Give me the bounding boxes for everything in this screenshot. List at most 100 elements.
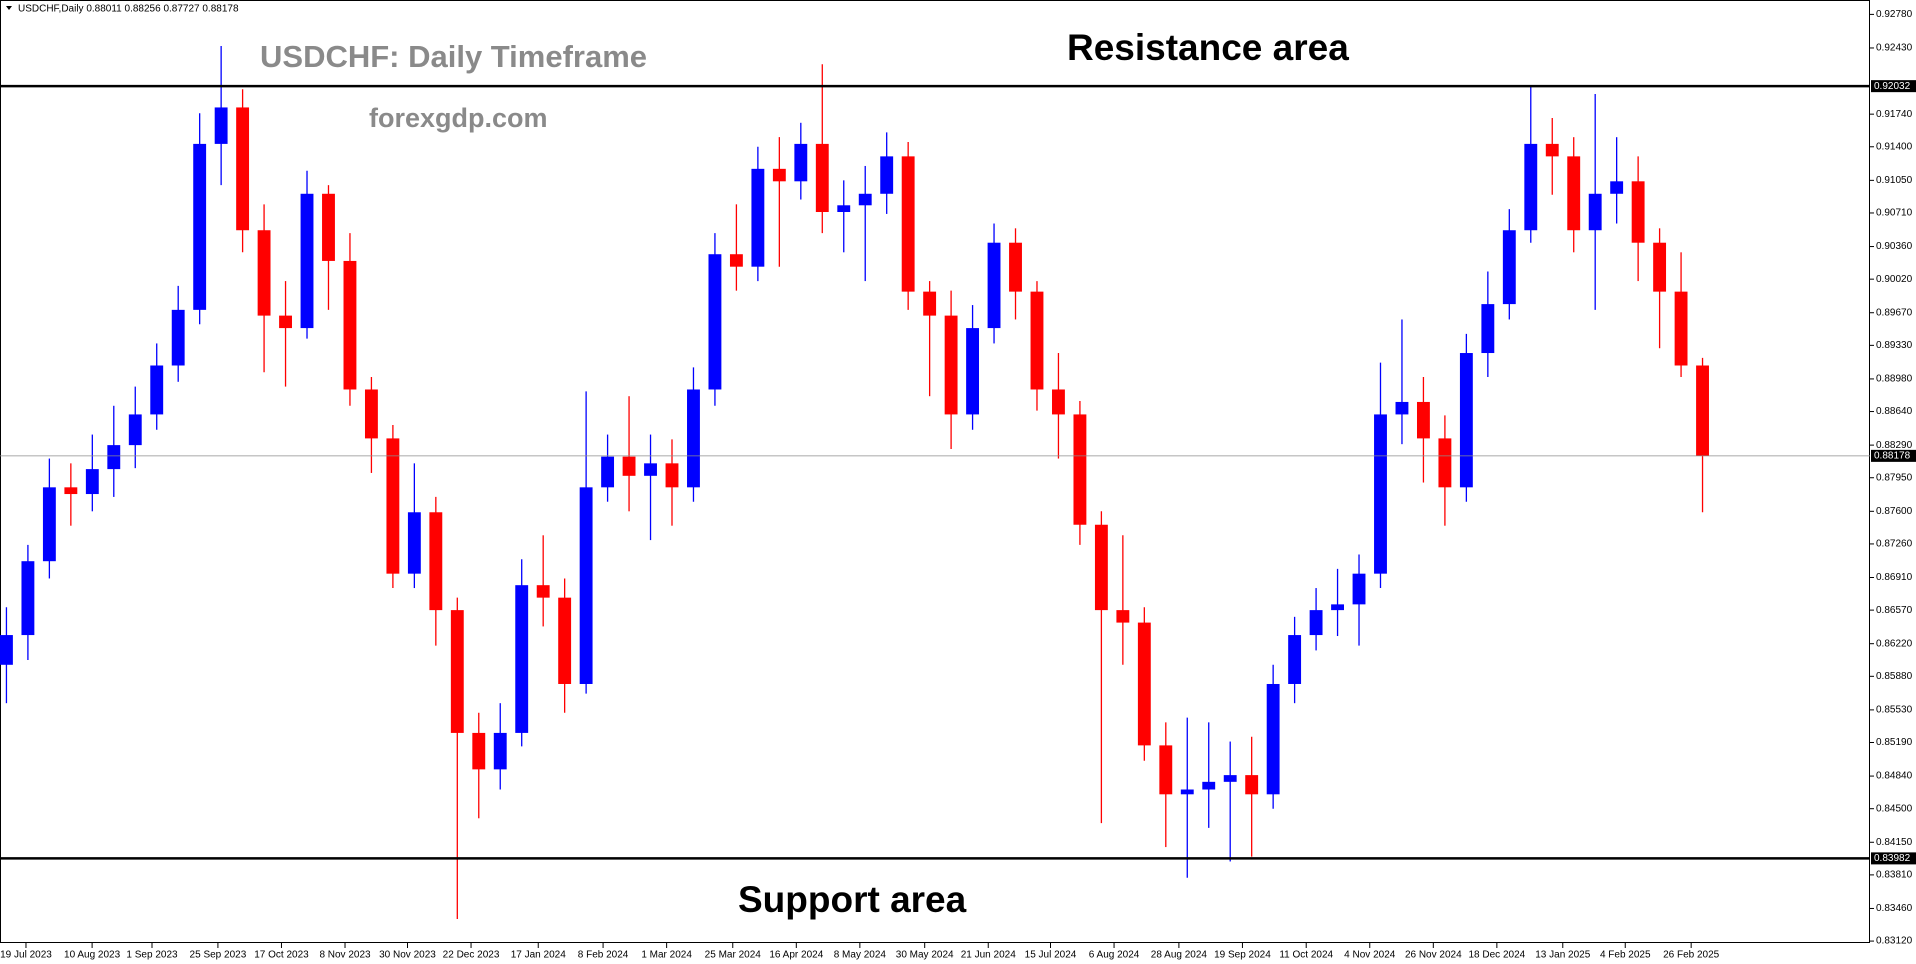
candle-body [257,230,271,316]
x-tick-label: 22 Dec 2023 [443,950,500,961]
x-tick-label: 30 Nov 2023 [379,950,436,961]
candle-body [729,254,743,267]
price-tag-label: 0.83982 [1874,853,1911,864]
candle-body [150,365,164,415]
y-tick-label: 0.86220 [1876,638,1913,649]
price-tag-label: 0.88178 [1874,451,1911,462]
candle-body [1202,781,1216,790]
y-tick-label: 0.90360 [1876,241,1913,252]
x-tick-label: 19 Sep 2024 [1214,950,1271,961]
y-tick-label: 0.89330 [1876,340,1913,351]
y-tick-label: 0.91740 [1876,109,1913,120]
candle-body [21,561,35,636]
candle-body [944,315,958,415]
x-tick-label: 10 Aug 2023 [64,950,121,961]
annotation: Support area [738,879,967,920]
candle-body [193,143,207,310]
candle-body [751,168,765,267]
x-tick-label: 1 Mar 2024 [641,950,692,961]
candle-body [901,156,915,292]
candle-body [472,732,486,770]
y-tick-label: 0.89670 [1876,307,1913,318]
x-tick-label: 30 May 2024 [896,950,954,961]
y-tick-label: 0.92780 [1876,9,1913,20]
candle-body [450,610,464,733]
candle-body [1502,230,1516,305]
candle-body [665,463,679,488]
y-tick-label: 0.83120 [1876,936,1913,947]
candle-body [322,193,335,261]
candle-body [1395,401,1409,415]
x-tick-label: 4 Feb 2025 [1600,950,1651,961]
price-tag [1871,80,1916,93]
x-tick-label: 16 Apr 2024 [769,950,823,961]
candle-body [407,512,421,574]
symbol-info: USDCHF,Daily 0.88011 0.88256 0.87727 0.8… [18,4,239,15]
candle-body [815,143,829,213]
candle-body [171,309,185,366]
x-tick-label: 19 Jul 2023 [0,950,52,961]
y-tick-label: 0.84500 [1876,803,1913,814]
x-tick-label: 13 Jan 2025 [1535,950,1590,961]
x-tick-label: 28 Aug 2024 [1151,950,1208,961]
y-tick-label: 0.85880 [1876,671,1913,682]
candle-body [1545,143,1559,157]
y-tick-label: 0.83810 [1876,870,1913,881]
x-tick-label: 6 Aug 2024 [1089,950,1140,961]
y-tick-label: 0.84840 [1876,771,1913,782]
candle-body [1653,242,1667,292]
x-tick-label: 15 Jul 2024 [1025,950,1077,961]
candle-body [622,456,636,476]
y-tick-label: 0.90710 [1876,208,1913,219]
price-tag [1871,449,1916,462]
candle-body [42,487,56,562]
y-tick-label: 0.88640 [1876,406,1913,417]
candle-body [923,291,937,316]
candle-body [1073,414,1087,525]
candle-body [987,242,1001,329]
candle-body [1438,438,1452,488]
candle-body [236,107,250,231]
candle-body [1245,775,1259,795]
y-tick-label: 0.87260 [1876,539,1913,550]
candle-body [558,597,572,684]
x-tick-label: 25 Sep 2023 [190,950,247,961]
candle-body [364,389,378,439]
menu-arrow [6,6,12,10]
x-tick-label: 1 Sep 2023 [126,950,178,961]
plot-frame [0,0,1870,943]
candle-body [493,732,507,770]
candle-body [1524,143,1538,231]
x-tick-label: 21 Jun 2024 [961,950,1016,961]
chart-subtitle: forexgdp.com [369,103,548,133]
candle-body [1567,156,1581,231]
candle-body [858,193,872,206]
candle-body [1052,389,1065,415]
candle-body [601,456,615,488]
candle-body [1674,291,1688,366]
candle-body [1459,353,1473,488]
y-tick-label: 0.84150 [1876,837,1913,848]
candle-body [1610,181,1624,194]
candle-body [1481,304,1495,354]
candle-body [794,143,808,182]
candle-body [708,254,722,390]
y-tick-label: 0.86570 [1876,605,1913,616]
candle-body [1266,683,1280,795]
y-tick-label: 0.88290 [1876,440,1913,451]
candle-body [1416,401,1430,439]
x-tick-label: 26 Feb 2025 [1663,950,1720,961]
candle-body [386,438,400,574]
candle-body [1094,524,1108,611]
y-tick-label: 0.92430 [1876,43,1913,54]
x-tick-label: 18 Dec 2024 [1468,950,1525,961]
y-tick-label: 0.86910 [1876,572,1913,583]
candle-body [1030,291,1044,390]
x-tick-label: 26 Nov 2024 [1405,950,1462,961]
candle-body [1116,610,1130,623]
y-tick-label: 0.88980 [1876,374,1913,385]
candle-body [1137,622,1151,746]
candle-body [1223,775,1237,782]
y-tick-label: 0.85190 [1876,737,1913,748]
